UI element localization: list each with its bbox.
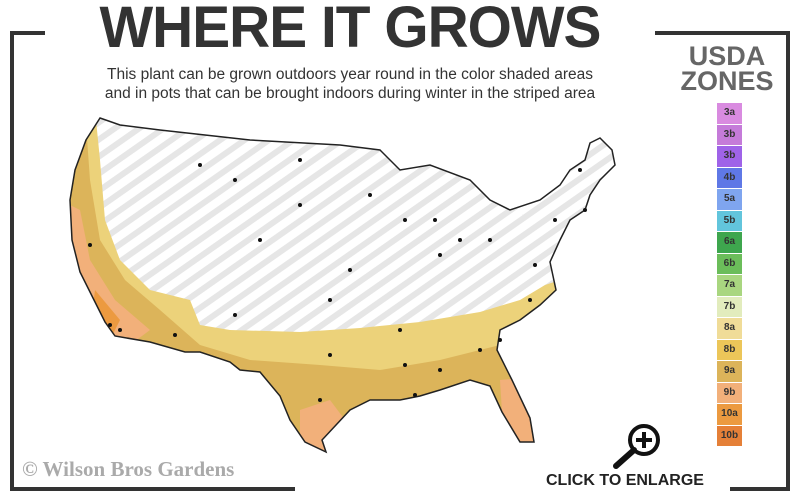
zone-swatch-5a: 5a (717, 189, 742, 210)
zone-swatch-6b: 6b (717, 253, 742, 274)
frame-top-right (655, 31, 790, 35)
capital-dot (298, 158, 302, 162)
capital-dot (403, 363, 407, 367)
legend-title-zones: ZONES (680, 66, 774, 96)
capital-dot (328, 353, 332, 357)
capital-dot (438, 368, 442, 372)
zone-swatch-3a: 3a (717, 103, 742, 124)
capital-dot (438, 253, 442, 257)
frame-left (10, 31, 14, 491)
capital-dot (578, 168, 582, 172)
state-capital-dots (88, 158, 587, 402)
zone-swatch-6a: 6a (717, 232, 742, 253)
zone-swatch-7a: 7a (717, 275, 742, 296)
capital-dot (368, 193, 372, 197)
capital-dot (173, 333, 177, 337)
zone-swatch-10a: 10a (717, 404, 742, 425)
frame-top-left (10, 31, 45, 35)
zone-swatch-9b: 9b (717, 382, 742, 403)
capital-dot (318, 398, 322, 402)
legend-title-usda: USDA (688, 41, 766, 71)
zone-swatch-9a: 9a (717, 361, 742, 382)
zone-swatch-4b: 4b (717, 167, 742, 188)
zone-swatch-3b: 3b (717, 146, 742, 167)
click-to-enlarge-button[interactable]: CLICK TO ENLARGE (546, 472, 704, 489)
zone-swatch-10b: 10b (717, 425, 742, 446)
capital-dot (118, 328, 122, 332)
capital-dot (583, 208, 587, 212)
capital-dot (348, 268, 352, 272)
subtitle-line-1: This plant can be grown outdoors year ro… (107, 66, 593, 83)
capital-dot (108, 323, 112, 327)
capital-dot (233, 313, 237, 317)
capital-dot (553, 218, 557, 222)
capital-dot (488, 238, 492, 242)
capital-dot (298, 203, 302, 207)
capital-dot (398, 328, 402, 332)
capital-dot (528, 298, 532, 302)
capital-dot (478, 348, 482, 352)
capital-dot (328, 298, 332, 302)
frame-bottom-left (10, 487, 295, 491)
copyright-watermark: © Wilson Bros Gardens (22, 457, 235, 481)
zone-swatch-8b: 8b (717, 339, 742, 360)
zone-swatch-5b: 5b (717, 210, 742, 231)
magnifier-plus-icon[interactable] (610, 420, 670, 470)
frame-bottom-right (730, 487, 790, 491)
capital-dot (258, 238, 262, 242)
page-title: WHERE IT GROWS (99, 0, 602, 60)
zone-legend: 3a 3b 3b 4b 5a 5b 6a 6b 7a 7b 8a 8b 9a 9b 10a 10b (717, 103, 742, 447)
subtitle-line-2: and in pots that can be brought indoors … (104, 85, 596, 102)
frame-right (786, 31, 790, 491)
capital-dot (403, 218, 407, 222)
legend-title: USDA ZONES (672, 41, 782, 96)
capital-dot (198, 163, 202, 167)
zone-swatch-7b: 7b (717, 296, 742, 317)
capital-dot (498, 338, 502, 342)
zone-swatch-8a: 8a (717, 318, 742, 339)
capital-dot (458, 238, 462, 242)
capital-dot (233, 178, 237, 182)
capital-dot (533, 263, 537, 267)
zone-swatch-3b: 3b (717, 124, 742, 145)
capital-dot (433, 218, 437, 222)
capital-dot (413, 393, 417, 397)
capital-dot (88, 243, 92, 247)
